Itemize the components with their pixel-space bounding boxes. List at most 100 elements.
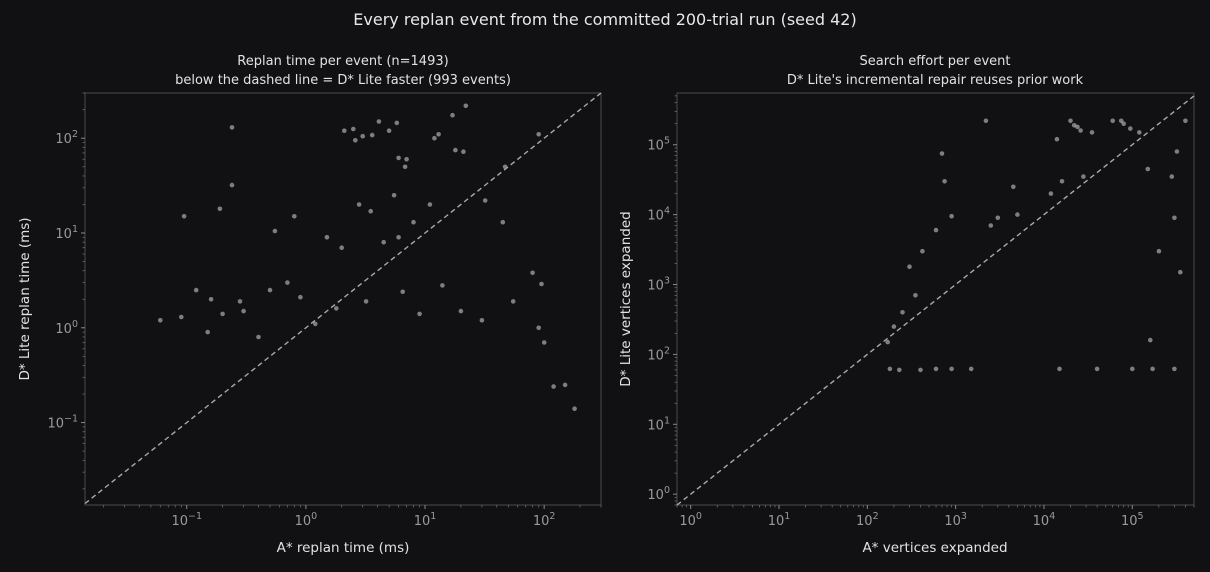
scatter-point (510, 299, 516, 304)
scatter-point (1015, 212, 1020, 217)
scatter-point (900, 310, 905, 315)
scatter-point (933, 227, 939, 233)
figure-suptitle: Every replan event from the committed 20… (353, 10, 856, 29)
scatter-point (1075, 124, 1080, 130)
scatter-point (220, 311, 225, 317)
scatter-point (453, 147, 458, 153)
scatter-point (417, 311, 422, 317)
scatter-point (1078, 128, 1083, 133)
scatter-point (562, 382, 568, 388)
scatter-point (539, 281, 544, 287)
scatter-point (949, 213, 954, 219)
scatter-point (427, 202, 433, 207)
panel-title: Search effort per event (859, 54, 1010, 69)
panel-subtitle: below the dashed line = D* Lite faster (… (175, 73, 511, 88)
scatter-point (1145, 166, 1151, 172)
scatter-point (541, 340, 547, 345)
scatter-point (1089, 130, 1095, 135)
scatter-point (208, 297, 214, 302)
scatter-point (913, 293, 918, 298)
scatter-point (1169, 174, 1175, 179)
scatter-point (334, 306, 339, 311)
scatter-point (391, 193, 397, 198)
scatter-point (988, 223, 994, 228)
scatter-point (907, 264, 912, 270)
scatter-point (1121, 121, 1126, 126)
scatter-point (360, 133, 366, 139)
scatter-point (1081, 174, 1086, 179)
scatter-point (363, 299, 369, 304)
scatter-point (298, 294, 303, 300)
scatter-point (891, 324, 897, 329)
scatter-point (229, 125, 235, 130)
scatter-point (237, 299, 243, 304)
scatter-point (394, 120, 400, 126)
scatter-point (1137, 130, 1142, 135)
scatter-point (376, 119, 382, 124)
scatter-points (158, 103, 577, 412)
scatter-point (1011, 184, 1016, 190)
scatter-point (339, 245, 345, 250)
scatter-point (1128, 126, 1133, 131)
scatter-point (396, 235, 401, 240)
scatter-point (400, 289, 406, 295)
scatter-point (1148, 337, 1153, 343)
scatter-point (1156, 248, 1162, 254)
scatter-point (1172, 366, 1177, 372)
scatter-point (179, 314, 184, 320)
scatter-point (968, 366, 974, 372)
scatter-point (920, 248, 925, 254)
scatter-point (272, 228, 278, 234)
scatter-point (1068, 118, 1073, 124)
scatter-point (536, 132, 541, 137)
scatter-point (458, 308, 464, 314)
scatter-point (939, 151, 945, 156)
scatter-point (1183, 118, 1188, 124)
scatter-point (313, 321, 318, 327)
scatter-point (436, 132, 441, 137)
scatter-point (205, 329, 210, 335)
scatter-point (292, 214, 297, 219)
y-axis-label: D* Lite vertices expanded (618, 211, 634, 386)
scatter-point (1178, 269, 1183, 275)
scatter-point (918, 367, 923, 373)
scatter-point (500, 219, 506, 225)
x-axis-label: A* replan time (ms) (277, 540, 410, 556)
scatter-point (450, 112, 455, 118)
scatter-point (1059, 179, 1065, 184)
panel-subtitle: D* Lite's incremental repair reuses prio… (787, 73, 1084, 88)
scatter-point (530, 270, 535, 276)
scatter-point (983, 118, 989, 124)
scatter-point (949, 366, 954, 372)
scatter-point (404, 157, 409, 162)
scatter-points (885, 118, 1188, 373)
scatter-point (267, 287, 273, 293)
scatter-point (995, 215, 1001, 221)
scatter-point (1150, 366, 1155, 372)
scatter-point (1048, 191, 1054, 196)
scatter-point (440, 283, 445, 288)
scatter-point (381, 239, 387, 245)
y-axis-label: D* Lite replan time (ms) (17, 217, 33, 380)
scatter-point (933, 366, 939, 372)
scatter-point (1172, 215, 1177, 221)
scatter-point (432, 135, 437, 141)
x-axis-label: A* vertices expanded (862, 540, 1007, 556)
scatter-point (396, 155, 401, 161)
scatter-point (461, 149, 466, 154)
scatter-point (229, 182, 235, 188)
scatter-point (368, 208, 374, 214)
scatter-point (887, 366, 893, 372)
scatter-point (181, 214, 187, 219)
scatter-point (217, 206, 223, 212)
scatter-point (402, 164, 408, 170)
scatter-point (411, 219, 416, 225)
panel-title: Replan time per event (n=1493) (237, 54, 448, 69)
scatter-point (1174, 149, 1180, 154)
scatter-point (885, 339, 890, 345)
scatter-point (897, 367, 902, 373)
scatter-point (285, 280, 290, 285)
scatter-point (369, 132, 375, 138)
scatter-point (158, 318, 163, 323)
